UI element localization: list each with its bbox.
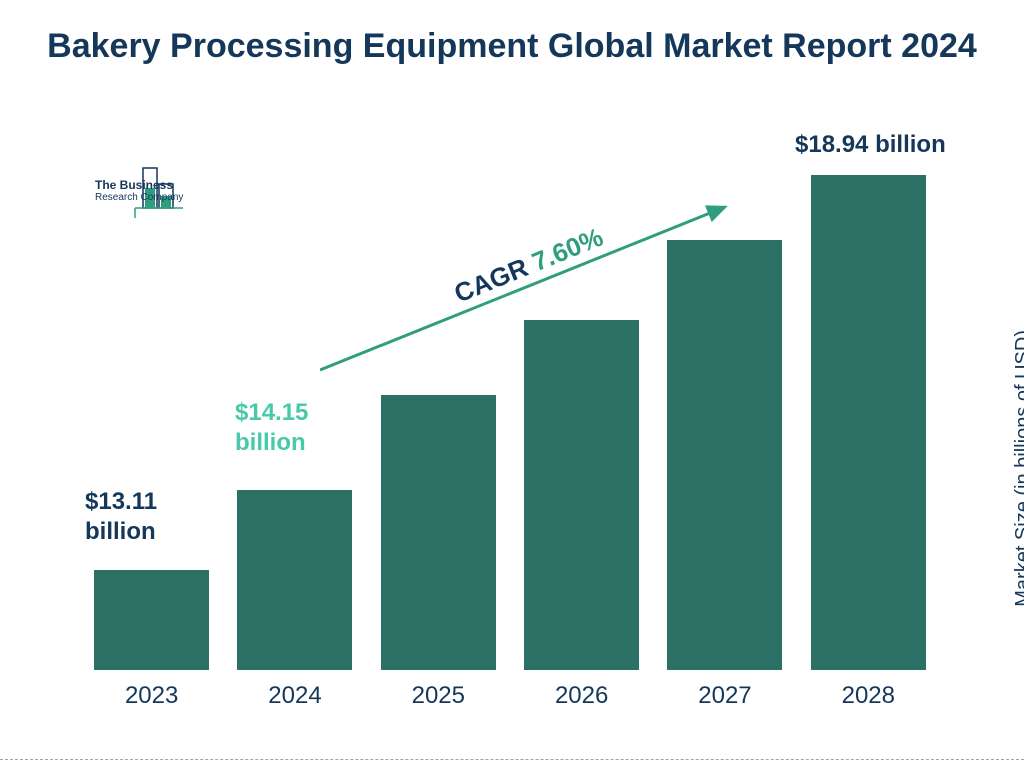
- bar-wrap: [797, 175, 940, 670]
- bar-wrap: [80, 570, 223, 670]
- bar-wrap: [223, 490, 366, 670]
- y-axis-label: Market Size (in billions of USD): [1012, 330, 1024, 607]
- bar: [381, 395, 496, 670]
- x-label: 2028: [797, 682, 940, 710]
- bar: [237, 490, 352, 670]
- footer-divider: [0, 759, 1024, 760]
- bar: [811, 175, 926, 670]
- bar: [94, 570, 209, 670]
- x-label: 2026: [510, 682, 653, 710]
- value-label: $14.15billion: [235, 398, 308, 458]
- x-label: 2025: [367, 682, 510, 710]
- x-label: 2023: [80, 682, 223, 710]
- cagr-annotation: CAGR 7.60%: [320, 195, 740, 375]
- chart-title: Bakery Processing Equipment Global Marke…: [0, 24, 1024, 68]
- bar-wrap: [367, 395, 510, 670]
- value-label: $18.94 billion: [795, 130, 946, 160]
- cagr-arrow-icon: [320, 195, 740, 375]
- value-label: $13.11billion: [85, 487, 157, 547]
- x-axis-labels: 202320242025202620272028: [80, 682, 940, 710]
- x-label: 2027: [653, 682, 796, 710]
- x-label: 2024: [223, 682, 366, 710]
